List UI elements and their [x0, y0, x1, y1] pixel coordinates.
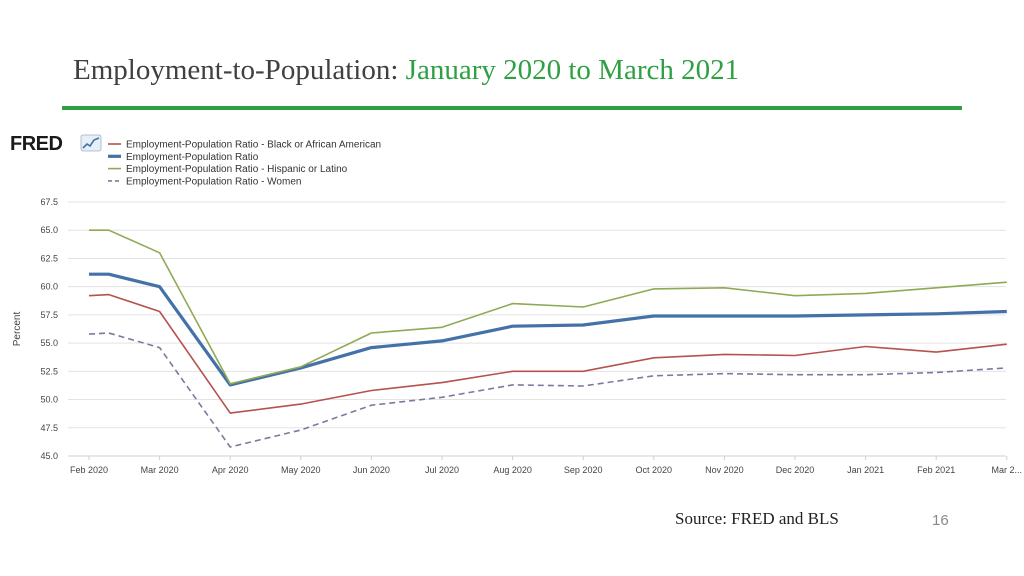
- fred-chart-icon: [80, 134, 102, 152]
- title-prefix: Employment-to-Population:: [73, 54, 399, 86]
- slide-title: Employment-to-Population: January 2020 t…: [73, 54, 739, 87]
- x-tick-label: Nov 2020: [705, 465, 744, 475]
- x-axis-ticks: Feb 2020 Mar 2020 Apr 2020 May 2020 Jun 2020…: [70, 456, 1022, 475]
- y-tick-label: 65.0: [40, 225, 58, 235]
- x-tick-label: Dec 2020: [776, 465, 815, 475]
- y-axis-ticks: 45.0 47.5 50.0 52.5 55.0 57.5 60.0 62.5 65.0 67.5: [40, 197, 58, 461]
- x-tick-label: Jun 2020: [353, 465, 390, 475]
- x-tick-label: Oct 2020: [636, 465, 673, 475]
- x-tick-label: Feb 2020: [70, 465, 108, 475]
- series-line: [88, 332, 1007, 448]
- x-tick-label: Mar 2020: [141, 465, 179, 475]
- title-accent: January 2020 to March 2021: [405, 54, 740, 86]
- x-tick-label: Mar 2...: [992, 465, 1023, 475]
- x-tick-label: May 2020: [281, 465, 321, 475]
- y-tick-label: 47.5: [40, 423, 58, 433]
- y-tick-label: 60.0: [40, 282, 58, 292]
- chart-legend: Employment-Population Ratio - Black or A…: [108, 140, 381, 187]
- legend-entry: Employment-Population Ratio - Black or A…: [126, 140, 381, 151]
- y-tick-label: 45.0: [40, 451, 58, 461]
- x-tick-label: Jan 2021: [847, 465, 884, 475]
- y-tick-label: 67.5: [40, 197, 58, 207]
- series-line: [89, 229, 1007, 385]
- source-note: Source: FRED and BLS: [675, 509, 839, 528]
- y-tick-label: 55.0: [40, 338, 58, 348]
- y-axis-label: Percent: [12, 312, 23, 347]
- y-tick-label: 62.5: [40, 253, 58, 263]
- legend-entry: Employment-Population Ratio: [126, 152, 259, 163]
- line-chart: Employment-Population Ratio - Black or A…: [12, 140, 1022, 476]
- series-line: [88, 293, 1007, 414]
- title-rule: [62, 106, 962, 110]
- y-tick-label: 50.0: [40, 395, 58, 405]
- x-tick-label: Jul 2020: [425, 465, 459, 475]
- page-number: 16: [932, 512, 949, 529]
- chart-series: [88, 229, 1007, 448]
- legend-entry: Employment-Population Ratio - Women: [126, 176, 301, 187]
- y-tick-label: 52.5: [40, 366, 58, 376]
- x-tick-label: Feb 2021: [917, 465, 955, 475]
- chart-grid: [68, 201, 1006, 457]
- x-tick-label: Apr 2020: [212, 465, 249, 475]
- series-line: [89, 272, 1007, 387]
- x-tick-label: Sep 2020: [564, 465, 603, 475]
- y-tick-label: 57.5: [40, 310, 58, 320]
- x-tick-label: Aug 2020: [493, 465, 532, 475]
- fred-logo: FRED: [10, 133, 63, 155]
- legend-entry: Employment-Population Ratio - Hispanic o…: [126, 164, 348, 175]
